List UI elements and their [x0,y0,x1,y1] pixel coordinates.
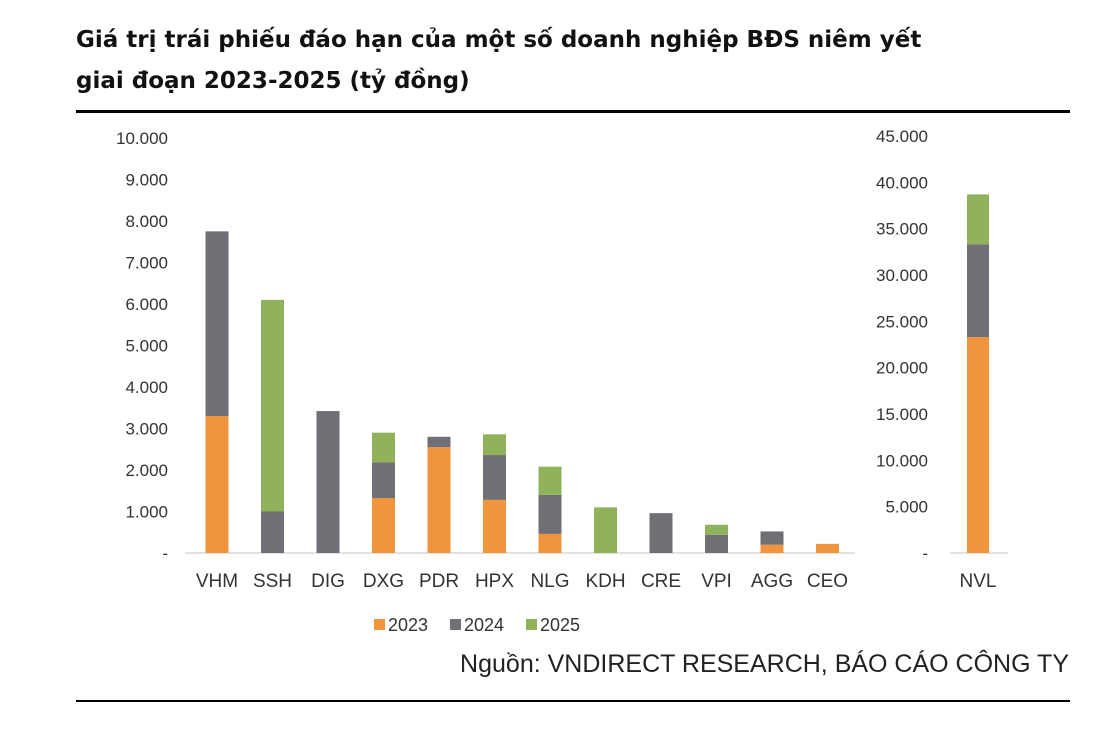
left-panel-bar-AGG-2023 [760,544,784,553]
left-panel-bar-DXG-2023 [372,498,395,553]
left-panel-bar-NLG-2025 [538,466,562,495]
chart-title-line-2: giai đoạn 2023-2025 (tỷ đồng) [76,68,470,94]
left-panel-x-tick-label: KDH [585,571,625,592]
right-panel-y-tick-label: 40.000 [876,173,928,192]
left-panel-bar-DIG-2024 [316,411,340,553]
left-panel-y-tick-label: 3.000 [125,420,168,439]
right-panel-y-tick-label: 5.000 [885,498,928,517]
left-panel-x-tick-label: NLG [530,571,569,592]
right-panel-x-tick-label: NVL [960,571,997,592]
top-rule [76,110,1070,113]
left-panel-x-tick-label: DIG [311,571,345,592]
left-panel-x-tick-label: AGG [751,571,793,592]
legend-swatch-2023 [374,619,385,630]
legend-swatch-2025 [526,619,537,630]
legend-label-2024: 2024 [464,615,504,635]
left-panel-x-tick-label: VPI [701,571,732,592]
left-panel-bar-VPI-2025 [705,524,728,535]
left-panel-x-tick-label: SSH [253,571,292,592]
left-panel-y-tick-label: - [162,544,168,563]
left-panel-y-tick-label: 4.000 [125,378,168,397]
right-panel-y-tick-label: 10.000 [876,451,928,470]
left-panel-y-tick-label: 2.000 [125,461,168,480]
source-note: Nguồn: VNDIRECT RESEARCH, BÁO CÁO CÔNG T… [460,650,1069,678]
left-panel-y-tick-label: 8.000 [125,212,168,231]
left-panel-bar-KDH-2025 [594,507,617,553]
left-panel-x-tick-label: CEO [807,571,848,592]
left-panel-bar-HPX-2023 [483,499,506,553]
left-panel-bar-CEO-2023 [816,543,839,553]
right-panel-y-tick-label: 15.000 [876,405,928,424]
left-panel-x-tick-label: PDR [419,571,459,592]
left-panel-y-tick-label: 6.000 [125,295,168,314]
right-panel-y-tick-label: 30.000 [876,266,928,285]
left-panel-bar-VHM-2023 [205,416,229,553]
left-panel-bar-VPI-2024 [705,534,728,553]
legend-swatch-2024 [450,619,461,630]
left-panel-y-tick-label: 1.000 [125,503,168,522]
left-panel-x-tick-label: DXG [363,571,404,592]
left-panel-bar-DXG-2024 [372,462,395,499]
chart-title: Giá trị trái phiếu đáo hạn của một số do… [76,20,1076,102]
bottom-rule [76,700,1070,702]
left-panel-bar-CRE-2024 [649,513,673,553]
right-panel-y-tick-label: 35.000 [876,220,928,239]
right-panel-y-tick-label: 20.000 [876,359,928,378]
left-panel-x-tick-label: VHM [196,571,238,592]
left-panel-bar-VHM-2024 [205,231,229,417]
legend-label-2023: 2023 [388,615,428,635]
left-panel-y-tick-label: 9.000 [125,171,168,190]
left-panel-bar-NLG-2023 [538,533,562,553]
left-panel-bar-HPX-2025 [483,434,506,456]
right-panel-y-tick-label: - [922,544,928,563]
right-panel-bar-NVL-2023 [967,337,989,553]
left-panel-x-tick-label: HPX [475,571,514,592]
left-panel-bar-SSH-2024 [261,511,284,553]
legend-label-2025: 2025 [540,615,580,635]
left-panel-bar-PDR-2023 [427,447,451,553]
chart-title-line-1: Giá trị trái phiếu đáo hạn của một số do… [76,27,922,53]
left-panel-y-tick-label: 5.000 [125,337,168,356]
right-panel-bar-NVL-2025 [967,194,989,245]
left-panel-bar-NLG-2024 [538,494,562,534]
left-panel-y-tick-label: 7.000 [125,254,168,273]
right-panel-y-tick-label: 25.000 [876,312,928,331]
right-panel-bar-NVL-2024 [967,244,989,338]
left-panel-bar-HPX-2024 [483,455,506,500]
left-panel-bar-PDR-2024 [427,436,451,448]
left-panel-x-tick-label: CRE [641,571,681,592]
left-panel-y-tick-label: 10.000 [116,129,168,148]
left-panel-bar-SSH-2025 [261,299,284,512]
left-panel-bar-DXG-2025 [372,432,395,463]
left-panel-bar-AGG-2024 [760,531,784,545]
right-panel-y-tick-label: 45.000 [876,127,928,146]
